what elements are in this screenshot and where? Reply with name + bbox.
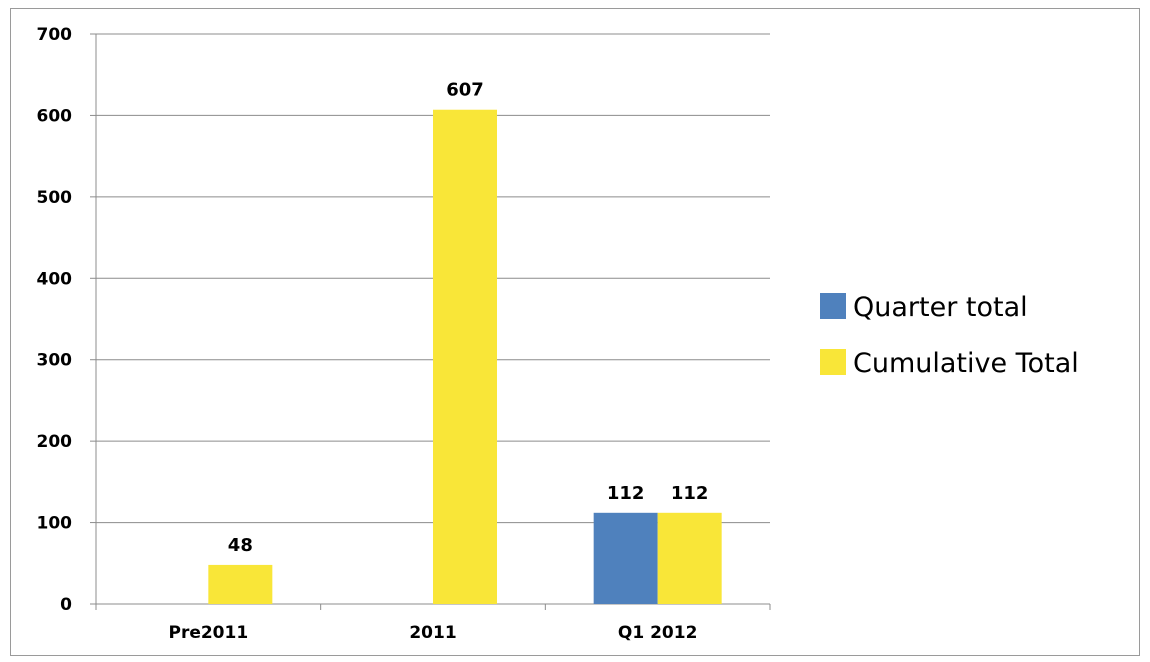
legend-label: Cumulative Total [853, 348, 1079, 379]
bar-cumulative-total-q1-2012 [657, 512, 722, 604]
x-category-label: Q1 2012 [618, 623, 698, 643]
y-tick-label: 0 [60, 595, 72, 615]
y-tick-label: 200 [37, 432, 73, 452]
legend-swatch [820, 293, 846, 319]
y-axis-ticks: 0 100 200 300 400 500 600 700 [37, 25, 73, 615]
bar-cumulative-total-2011 [433, 109, 497, 604]
data-label: 112 [671, 483, 709, 504]
y-tick-label: 700 [37, 25, 73, 45]
legend: Quarter total Cumulative Total [820, 292, 1079, 379]
bar-cumulative-total-pre2011 [208, 564, 273, 604]
x-category-label: 2011 [409, 623, 456, 643]
x-axis-categories: Pre2011 2011 Q1 2012 [168, 623, 697, 643]
bar-quarter-total-q1-2012 [593, 512, 658, 604]
data-label: 48 [228, 535, 253, 556]
legend-label: Quarter total [853, 292, 1028, 323]
y-tick-label: 500 [37, 188, 73, 208]
y-tick-label: 600 [37, 106, 73, 126]
y-tick-label: 100 [37, 514, 73, 534]
x-category-label: Pre2011 [168, 623, 248, 643]
y-tick-label: 300 [37, 351, 73, 371]
data-labels: 48 607 112 112 [228, 80, 709, 556]
data-label: 607 [446, 80, 484, 101]
bars [208, 109, 722, 604]
legend-swatch [820, 349, 846, 375]
y-tick-label: 400 [37, 269, 73, 289]
chart-frame [10, 8, 1140, 656]
data-label: 112 [607, 483, 645, 504]
